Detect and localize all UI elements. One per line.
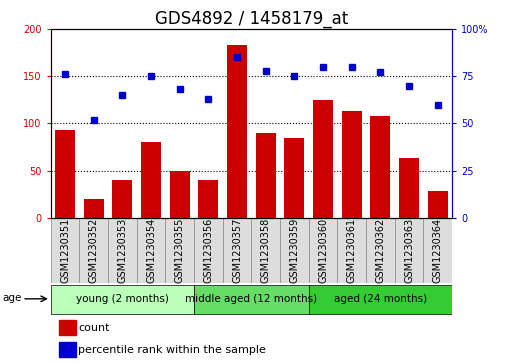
Bar — [309, 285, 452, 314]
Text: GSM1230351: GSM1230351 — [60, 218, 70, 283]
Bar — [112, 180, 133, 218]
Text: count: count — [79, 323, 110, 333]
Text: aged (24 months): aged (24 months) — [334, 294, 427, 304]
Bar — [313, 100, 333, 218]
Bar — [51, 218, 79, 283]
Bar — [428, 191, 448, 218]
Bar — [79, 218, 108, 283]
Text: GSM1230364: GSM1230364 — [433, 218, 443, 283]
Bar — [337, 218, 366, 283]
Bar — [141, 142, 161, 218]
Bar — [55, 130, 75, 218]
Bar — [280, 218, 309, 283]
Bar — [399, 158, 419, 218]
Bar — [223, 218, 251, 283]
Text: GSM1230354: GSM1230354 — [146, 218, 156, 283]
Bar — [395, 218, 424, 283]
Text: percentile rank within the sample: percentile rank within the sample — [79, 345, 266, 355]
Bar — [84, 199, 104, 218]
Text: GSM1230355: GSM1230355 — [175, 218, 185, 283]
Bar — [251, 218, 280, 283]
Text: middle aged (12 months): middle aged (12 months) — [185, 294, 318, 304]
Bar — [59, 320, 76, 335]
Text: GSM1230361: GSM1230361 — [347, 218, 357, 283]
Bar — [342, 111, 362, 218]
Text: GSM1230357: GSM1230357 — [232, 218, 242, 283]
Text: GSM1230356: GSM1230356 — [204, 218, 213, 283]
Text: young (2 months): young (2 months) — [76, 294, 169, 304]
Bar — [59, 342, 76, 357]
Bar — [227, 45, 247, 218]
Bar — [199, 180, 218, 218]
Text: GSM1230358: GSM1230358 — [261, 218, 271, 283]
Bar — [194, 218, 223, 283]
Text: GSM1230359: GSM1230359 — [290, 218, 299, 283]
Bar — [137, 218, 166, 283]
Title: GDS4892 / 1458179_at: GDS4892 / 1458179_at — [155, 10, 348, 28]
Text: GSM1230360: GSM1230360 — [318, 218, 328, 283]
Text: GSM1230352: GSM1230352 — [89, 218, 99, 283]
Bar — [370, 116, 391, 218]
Text: GSM1230353: GSM1230353 — [117, 218, 128, 283]
Bar — [194, 285, 309, 314]
Text: age: age — [3, 293, 22, 303]
Bar — [309, 218, 337, 283]
Bar — [424, 218, 452, 283]
Bar — [170, 171, 190, 218]
Bar — [51, 285, 194, 314]
Bar — [166, 218, 194, 283]
Bar — [284, 138, 304, 218]
Bar — [366, 218, 395, 283]
Text: GSM1230362: GSM1230362 — [375, 218, 386, 283]
Text: GSM1230363: GSM1230363 — [404, 218, 414, 283]
Bar — [256, 133, 276, 218]
Bar — [108, 218, 137, 283]
